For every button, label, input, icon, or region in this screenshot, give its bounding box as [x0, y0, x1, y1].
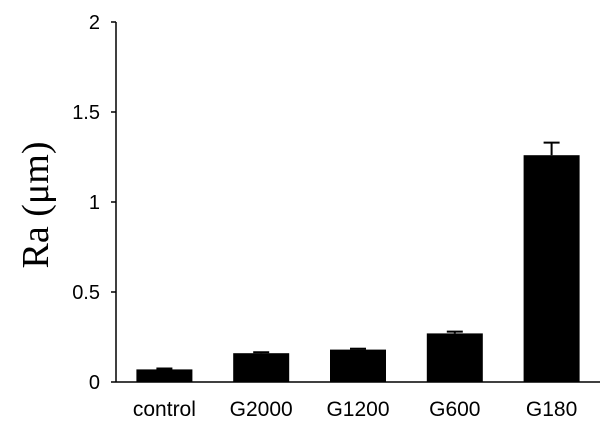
- y-axis-title: Ra (μm): [15, 142, 57, 269]
- y-tick-label: 0.5: [72, 282, 100, 304]
- y-tick-label: 2: [89, 12, 100, 34]
- bars-group: [136, 155, 580, 382]
- x-category-label: G1200: [326, 398, 389, 421]
- bar-g1200: [330, 349, 386, 382]
- x-category-label: G600: [429, 398, 480, 421]
- x-category-label: G180: [526, 398, 577, 421]
- y-tick-label: 1: [89, 192, 100, 214]
- bar-g2000: [233, 353, 290, 382]
- y-tick-label: 0: [89, 372, 100, 394]
- y-ticks-group: 0 0.5 1 1.5 2: [72, 12, 116, 394]
- x-category-label: G2000: [230, 398, 293, 421]
- bar-control: [136, 369, 193, 382]
- y-tick-label: 1.5: [72, 102, 100, 124]
- x-category-label: control: [133, 398, 196, 421]
- bar-g180: [523, 155, 580, 382]
- bar-g600: [426, 333, 483, 382]
- x-labels-group: control G2000 G1200 G600 G180: [133, 398, 577, 421]
- error-bars-group: [156, 141, 560, 370]
